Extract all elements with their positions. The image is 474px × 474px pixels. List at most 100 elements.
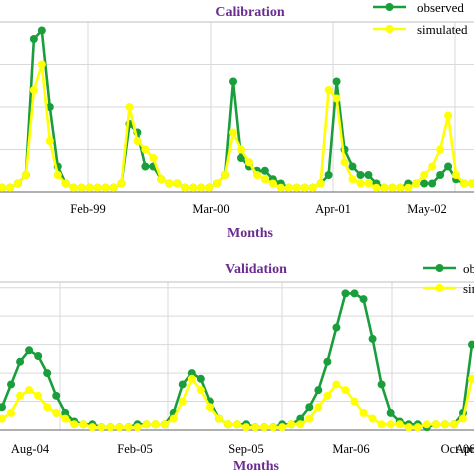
legend-label-observed: observed [417, 0, 464, 15]
data-point-simulated [422, 420, 431, 429]
data-point-simulated [468, 374, 474, 383]
data-point-simulated [25, 386, 34, 395]
data-point-simulated [314, 403, 323, 412]
x-tick-label: Mar-06 [332, 442, 369, 456]
data-point-simulated [368, 414, 377, 423]
data-point-simulated [388, 183, 397, 192]
data-point-simulated [396, 183, 405, 192]
data-point-simulated [181, 183, 190, 192]
data-point-simulated [7, 408, 16, 417]
data-point-simulated [305, 414, 314, 423]
data-point-simulated [260, 175, 269, 184]
data-point-simulated [85, 183, 94, 192]
data-point-simulated [292, 183, 301, 192]
data-point-simulated [37, 60, 46, 69]
data-point-observed [61, 408, 70, 417]
data-point-observed [359, 295, 368, 304]
data-point-simulated [440, 420, 449, 429]
data-point-observed [229, 77, 238, 86]
data-point-simulated [269, 423, 278, 432]
data-point-simulated [43, 403, 52, 412]
data-point-observed [37, 26, 46, 35]
chart-title: Validation [225, 262, 287, 277]
data-point-observed [364, 171, 373, 179]
data-point-simulated [236, 145, 245, 154]
data-point-simulated [214, 414, 223, 423]
data-point-simulated [5, 183, 14, 192]
legend-label-simulated: simulated [463, 281, 474, 296]
data-point-observed [377, 380, 386, 389]
data-point-simulated [115, 423, 124, 432]
data-point-simulated [404, 423, 413, 432]
data-point-simulated [377, 420, 386, 429]
data-point-simulated [77, 183, 86, 192]
data-point-simulated [268, 179, 277, 188]
x-axis-label: Months [233, 459, 279, 474]
x-tick-label: Apr-07 [455, 442, 474, 456]
data-point-simulated [350, 397, 359, 406]
data-point-observed [305, 403, 314, 412]
data-point-simulated [149, 154, 158, 162]
x-tick-label: Apr-01 [315, 202, 351, 216]
data-point-simulated [189, 183, 198, 192]
data-point-observed [236, 154, 245, 162]
x-tick-label: Feb-99 [70, 202, 105, 216]
data-point-simulated [133, 137, 142, 145]
data-point-simulated [359, 408, 368, 417]
data-point-simulated [287, 420, 296, 429]
data-point-simulated [323, 391, 332, 400]
data-point-observed [420, 179, 429, 188]
series-line-observed [2, 27, 472, 190]
data-point-observed [45, 103, 54, 111]
data-point-simulated [169, 414, 178, 423]
data-point-observed [436, 171, 445, 179]
data-point-simulated [420, 171, 429, 179]
data-point-simulated [141, 145, 150, 154]
data-point-simulated [244, 158, 253, 167]
data-point-observed [0, 403, 6, 412]
data-point-observed [296, 414, 305, 423]
data-point-observed [196, 374, 205, 383]
data-point-simulated [260, 423, 269, 432]
data-point-observed [29, 35, 38, 43]
data-point-simulated [364, 179, 373, 188]
data-point-observed [43, 369, 52, 378]
data-point-simulated [452, 171, 461, 179]
data-point-simulated [444, 111, 453, 120]
data-point-simulated [221, 171, 230, 179]
validation-chart [0, 281, 474, 432]
data-point-observed [444, 162, 453, 171]
legend-marker-observed [435, 264, 444, 272]
data-point-observed [324, 171, 333, 179]
data-point-simulated [106, 423, 115, 432]
data-point-simulated [205, 183, 214, 192]
data-point-observed [428, 179, 437, 188]
data-point-simulated [223, 420, 232, 429]
data-point-simulated [460, 179, 469, 188]
data-point-observed [341, 289, 350, 298]
data-point-simulated [61, 414, 70, 423]
data-point-simulated [160, 420, 169, 429]
data-point-simulated [324, 86, 333, 94]
data-point-observed [52, 391, 61, 400]
data-point-simulated [196, 386, 205, 395]
data-point-simulated [308, 183, 317, 192]
data-point-simulated [348, 175, 357, 184]
data-point-simulated [124, 423, 133, 432]
legend-marker-observed [385, 3, 394, 11]
legend-marker-simulated [435, 284, 444, 292]
data-point-simulated [61, 179, 70, 188]
data-point-simulated [93, 183, 102, 192]
data-point-simulated [386, 420, 395, 429]
data-point-simulated [332, 94, 341, 103]
data-point-simulated [157, 175, 166, 184]
data-point-simulated [251, 423, 260, 432]
data-point-simulated [70, 420, 79, 429]
x-tick-label: Aug-04 [11, 442, 50, 456]
data-point-observed [332, 77, 341, 86]
data-point-simulated [372, 183, 381, 192]
data-point-simulated [34, 391, 43, 400]
data-point-simulated [404, 183, 413, 192]
data-point-observed [141, 162, 150, 171]
data-point-observed [323, 357, 332, 366]
